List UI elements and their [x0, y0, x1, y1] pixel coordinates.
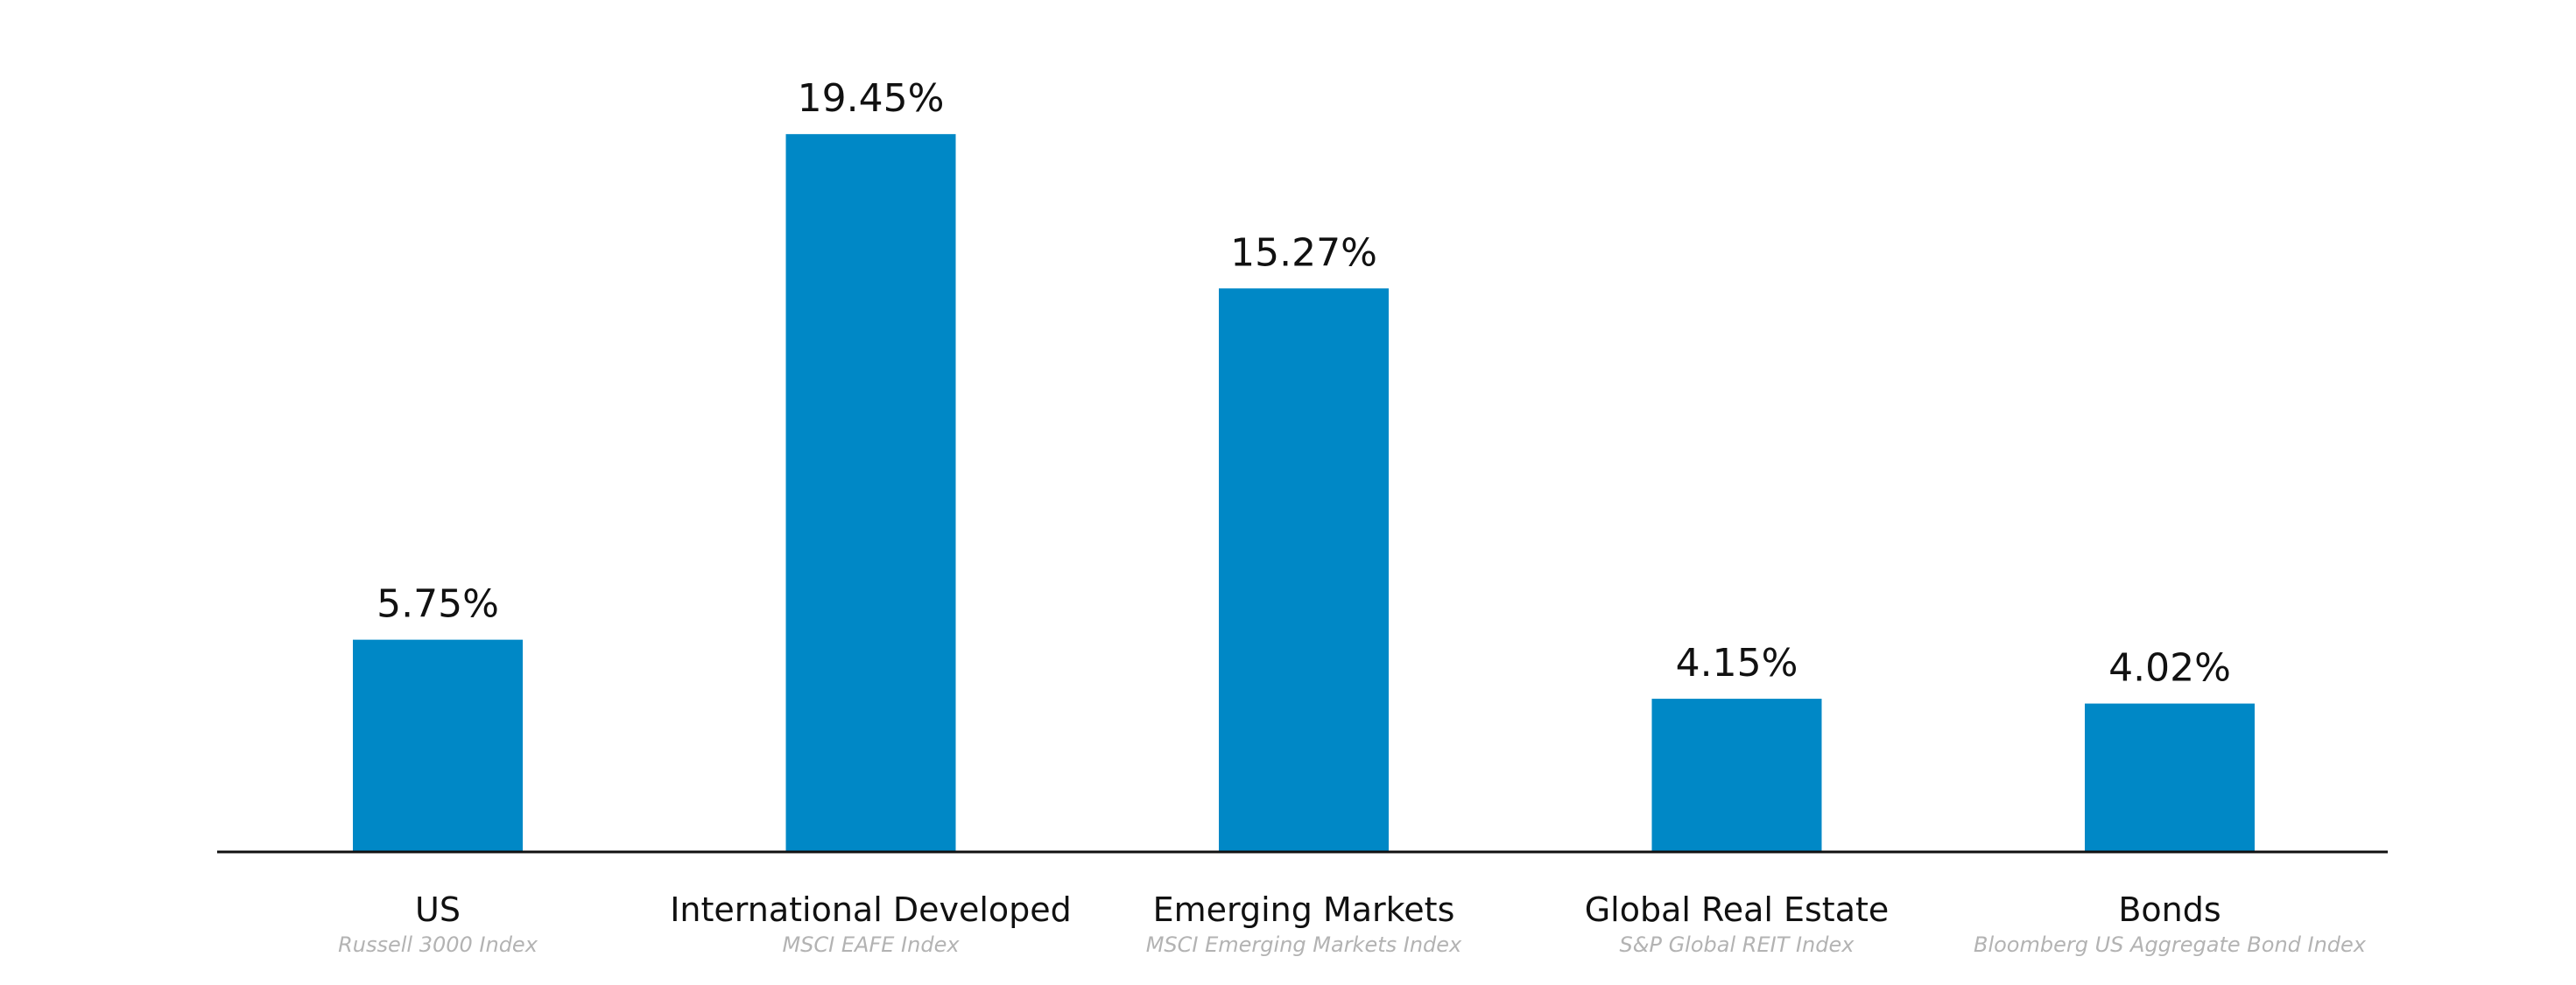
category-label-0: US — [415, 890, 461, 929]
bar-4 — [2085, 703, 2255, 852]
bar-1 — [785, 134, 956, 852]
category-label-2: Emerging Markets — [1153, 890, 1455, 929]
value-label-3: 4.15% — [1676, 641, 1798, 686]
bar-2 — [1219, 288, 1389, 852]
index-label-2: MSCI Emerging Markets Index — [1146, 932, 1462, 957]
bars-layer — [353, 134, 2255, 852]
bar-0 — [353, 639, 523, 852]
index-label-0: Russell 3000 Index — [338, 932, 538, 957]
bar-3 — [1651, 699, 1822, 852]
value-label-1: 19.45% — [798, 76, 945, 121]
labels-layer: 5.75% US Russell 3000 Index 19.45% Internati… — [338, 76, 2367, 957]
index-label-1: MSCI EAFE Index — [782, 932, 960, 957]
value-label-4: 4.02% — [2108, 646, 2231, 691]
category-label-1: International Developed — [670, 890, 1072, 929]
index-label-3: S&P Global REIT Index — [1620, 932, 1855, 957]
category-label-4: Bonds — [2118, 890, 2221, 929]
category-label-3: Global Real Estate — [1585, 890, 1890, 929]
index-label-4: Bloomberg US Aggregate Bond Index — [1974, 932, 2367, 957]
value-label-0: 5.75% — [377, 582, 499, 627]
value-label-2: 15.27% — [1230, 230, 1377, 275]
